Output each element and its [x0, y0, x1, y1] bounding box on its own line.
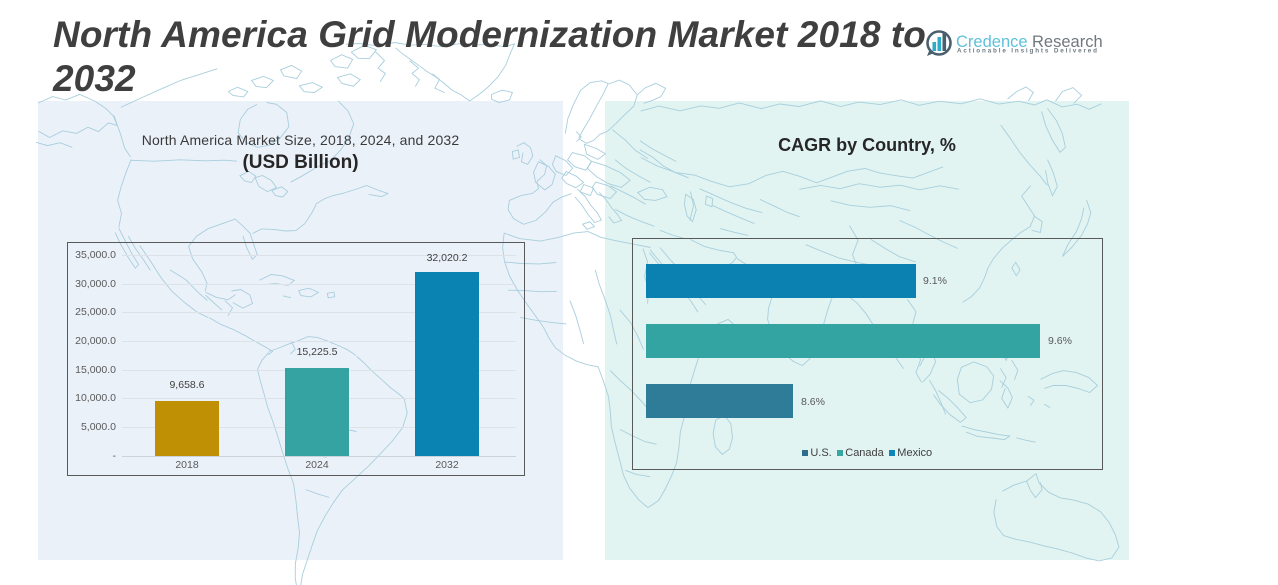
svg-text:Credence: Credence	[956, 33, 1028, 51]
svg-text:Actionable Insights Delivered: Actionable Insights Delivered	[957, 48, 1099, 55]
svg-text:Research: Research	[1032, 33, 1103, 51]
